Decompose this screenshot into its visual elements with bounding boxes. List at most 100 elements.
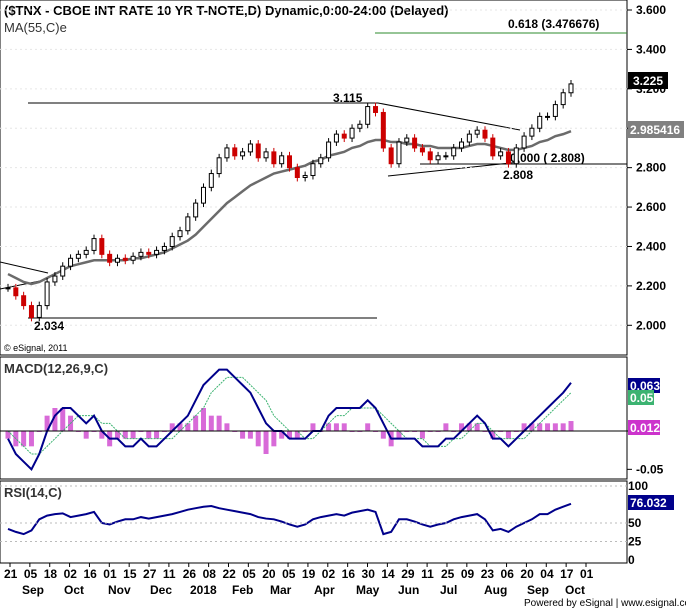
trendline-left-1 <box>0 261 49 274</box>
rsi-tick-label: 25 <box>628 535 642 549</box>
last-price-tag-bg <box>628 72 668 89</box>
low-label: 2.034 <box>34 319 64 333</box>
fib-618-label: 0.618 (3.476676) <box>508 17 599 31</box>
macd-hist-bar <box>208 415 214 431</box>
candle-body <box>13 287 19 297</box>
x-tick-label: 18 <box>44 567 58 581</box>
candle-body <box>44 281 50 307</box>
candle-body <box>263 151 269 159</box>
trendline-upper <box>377 102 521 131</box>
x-tick-label: 25 <box>441 567 455 581</box>
macd-hist-bar <box>200 408 206 431</box>
ma-label: MA(55,C)e <box>4 20 67 35</box>
x-tick-label: 05 <box>242 567 256 581</box>
candle-body <box>91 238 97 251</box>
candle-body <box>326 141 332 159</box>
macd-hist-bar <box>560 423 566 431</box>
macd-hist-bar <box>154 431 160 439</box>
footer-credit: Powered by eSignal | www.esignal.com <box>524 598 686 609</box>
candle-body <box>333 133 339 143</box>
ma-price-tag-bg <box>628 121 684 138</box>
candle-body <box>310 163 316 177</box>
x-tick-label: 15 <box>123 567 137 581</box>
x-tick-label: 26 <box>183 567 197 581</box>
candle-body <box>529 127 535 137</box>
rsi-tag-bg <box>628 495 674 510</box>
macd-hist-bar <box>419 431 425 439</box>
price-tick-label: 2.800 <box>636 161 666 175</box>
candle-body <box>443 155 449 158</box>
signal-tag: 0.05 <box>630 391 654 405</box>
candle-body <box>146 251 152 255</box>
rsi-label: RSI(14,C) <box>4 485 62 500</box>
price-tick-label: 2.200 <box>636 279 666 293</box>
macd-hist-bar <box>333 423 339 431</box>
x-tick-label: 16 <box>83 567 97 581</box>
macd-hist-bar <box>279 431 285 439</box>
candle-body <box>482 129 488 139</box>
price-tick-label: 3.600 <box>636 3 666 17</box>
candle-body <box>427 151 433 161</box>
rsi-tick-label: 50 <box>628 516 642 530</box>
macd-hist-bar <box>287 431 292 439</box>
x-tick-label: 16 <box>342 567 356 581</box>
candle-body <box>466 133 472 143</box>
macd-hist-bar <box>44 415 50 431</box>
candle-body <box>193 202 199 218</box>
candle-body <box>545 115 551 118</box>
macd-hist-bar <box>114 431 120 439</box>
x-tick-label: 23 <box>481 567 495 581</box>
x-tick-label: 01 <box>580 567 594 581</box>
macd-hist-bar <box>263 431 269 454</box>
candle-body <box>459 141 465 149</box>
candle-body <box>138 251 144 257</box>
price-tick-label: 2.000 <box>636 318 666 332</box>
macd-hist-bar <box>224 423 230 431</box>
x-tick-label: 05 <box>282 567 296 581</box>
macd-hist-bar <box>255 431 261 447</box>
candle-body <box>513 147 519 165</box>
x-tick-label: 11 <box>421 567 434 581</box>
candle-body <box>247 143 253 153</box>
ma-price-tag: 2.985416 <box>630 123 680 137</box>
candle-body <box>185 216 191 232</box>
candle-body <box>28 305 34 318</box>
x-tick-label: 20 <box>520 567 534 581</box>
x-month-label: Jun <box>398 583 419 597</box>
macd-hist-bar <box>552 423 558 431</box>
candle-body <box>388 147 394 165</box>
rsi-tag: 76.032 <box>630 496 667 510</box>
macd-hist-bar <box>529 423 535 431</box>
macd-hist-bar <box>60 408 66 431</box>
macd-hist-bar <box>177 423 183 431</box>
candle-body <box>341 133 347 139</box>
candle-body <box>287 155 292 169</box>
x-tick-label: 30 <box>362 567 376 581</box>
x-month-label: Aug <box>484 583 507 597</box>
candle-body <box>240 151 246 157</box>
macd-hist-bar <box>130 431 136 439</box>
candle-body <box>294 167 300 179</box>
macd-hist-bar <box>122 431 128 439</box>
macd-hist-bar <box>490 431 496 439</box>
candle-body <box>474 129 480 135</box>
candle-body <box>107 253 113 263</box>
candle-body <box>505 151 511 165</box>
candle-body <box>498 151 504 157</box>
candle-body <box>521 135 527 149</box>
x-tick-label: 11 <box>163 567 176 581</box>
candle-body <box>373 106 379 113</box>
candle-body <box>99 238 105 255</box>
candle-body <box>216 157 222 175</box>
x-tick-label: 29 <box>401 567 415 581</box>
macd-hist-bar <box>99 431 105 439</box>
hist-tag-bg <box>628 420 660 435</box>
x-month-label: Sep <box>22 583 44 597</box>
macd-hist-bar <box>568 421 574 431</box>
candle-body <box>412 137 418 149</box>
x-tick-label: 05 <box>24 567 38 581</box>
candle-body <box>21 295 27 307</box>
candle-body <box>75 253 81 259</box>
price-tick-label: 3.400 <box>636 42 666 56</box>
macd-hist-bar <box>216 415 222 431</box>
